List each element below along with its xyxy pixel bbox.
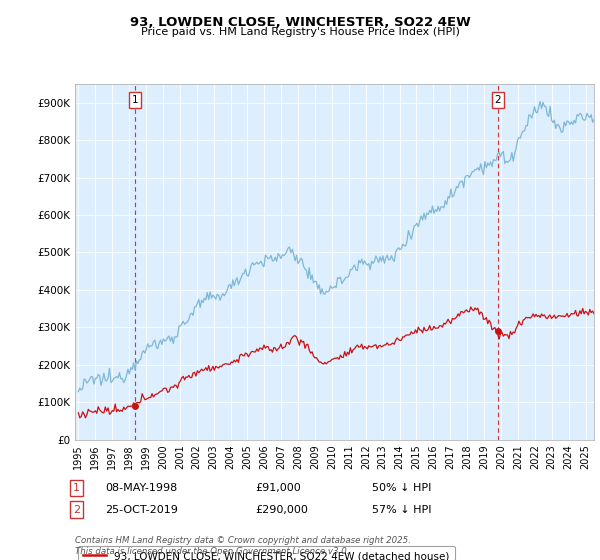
Text: 50% ↓ HPI: 50% ↓ HPI: [372, 483, 431, 493]
Text: 1: 1: [132, 95, 139, 105]
Text: 93, LOWDEN CLOSE, WINCHESTER, SO22 4EW: 93, LOWDEN CLOSE, WINCHESTER, SO22 4EW: [130, 16, 470, 29]
Text: 25-OCT-2019: 25-OCT-2019: [105, 505, 178, 515]
Text: 57% ↓ HPI: 57% ↓ HPI: [372, 505, 431, 515]
Text: Contains HM Land Registry data © Crown copyright and database right 2025.
This d: Contains HM Land Registry data © Crown c…: [75, 536, 411, 556]
Text: 08-MAY-1998: 08-MAY-1998: [105, 483, 177, 493]
Text: 1: 1: [73, 483, 80, 493]
Legend: 93, LOWDEN CLOSE, WINCHESTER, SO22 4EW (detached house), HPI: Average price, det: 93, LOWDEN CLOSE, WINCHESTER, SO22 4EW (…: [77, 546, 455, 560]
Text: £290,000: £290,000: [255, 505, 308, 515]
Text: 2: 2: [73, 505, 80, 515]
Text: Price paid vs. HM Land Registry's House Price Index (HPI): Price paid vs. HM Land Registry's House …: [140, 27, 460, 37]
Text: £91,000: £91,000: [255, 483, 301, 493]
Text: 2: 2: [494, 95, 501, 105]
